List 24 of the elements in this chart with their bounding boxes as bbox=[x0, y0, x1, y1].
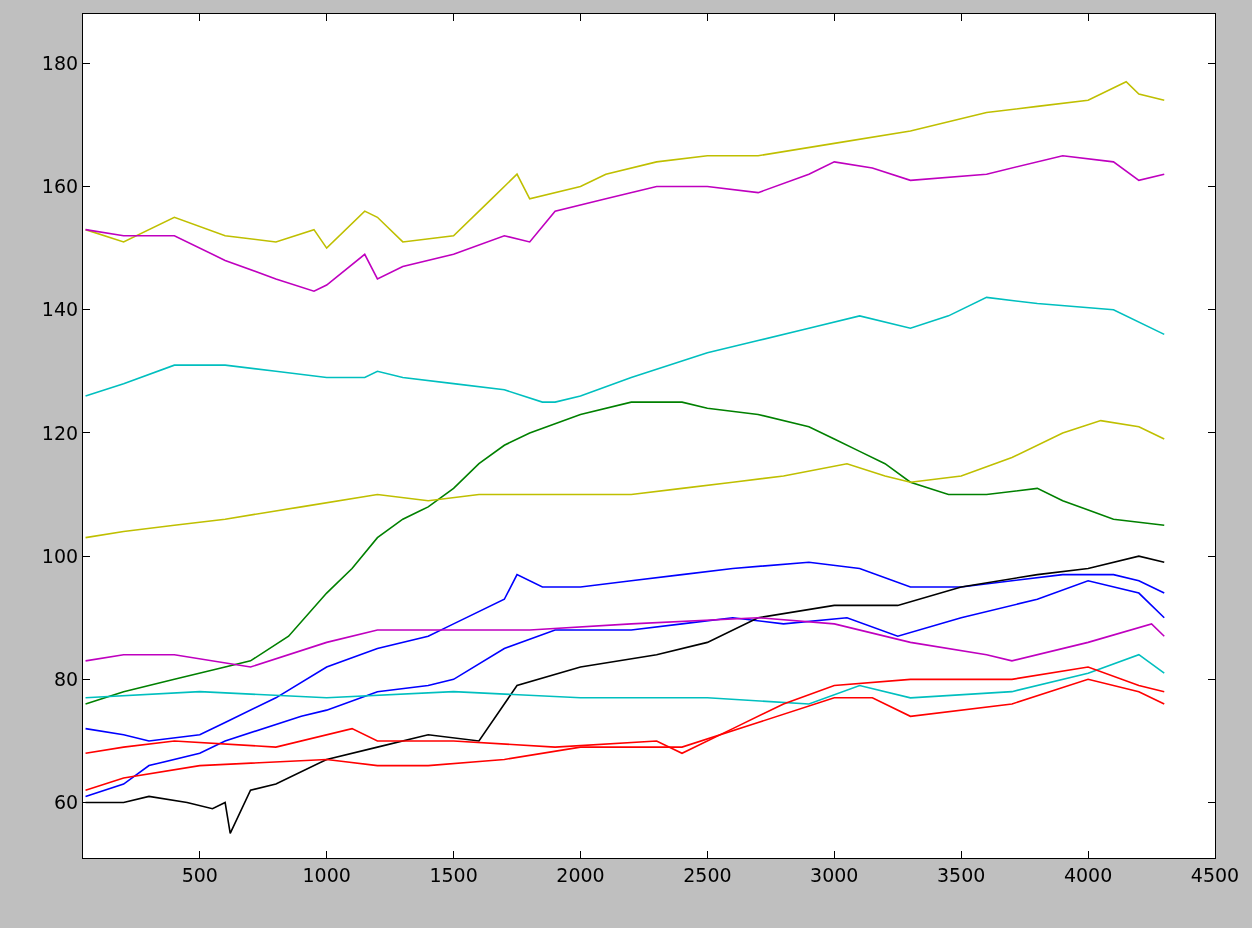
line-series bbox=[84, 579, 1166, 798]
line-series bbox=[84, 653, 1166, 705]
x-tick-label: 4000 bbox=[1063, 863, 1113, 886]
y-tick-label: 160 bbox=[41, 175, 79, 198]
x-tick-label: 2000 bbox=[556, 863, 605, 886]
line-series bbox=[84, 419, 1166, 539]
y-tick-label: 180 bbox=[41, 51, 79, 74]
x-tick-label: 2500 bbox=[683, 863, 732, 886]
y-tick-label: 80 bbox=[53, 667, 79, 690]
line-series bbox=[84, 561, 1166, 742]
y-tick-label: 60 bbox=[53, 791, 79, 814]
line-series bbox=[84, 296, 1166, 403]
x-tick-label: 1500 bbox=[429, 863, 478, 886]
y-tick-label: 120 bbox=[41, 421, 79, 444]
line-series bbox=[84, 401, 1166, 705]
x-tick-label: 3000 bbox=[810, 863, 859, 886]
line-series bbox=[84, 616, 1166, 668]
x-tick-label: 3500 bbox=[937, 863, 986, 886]
x-tick-label: 500 bbox=[181, 863, 218, 886]
y-tick-label: 100 bbox=[41, 544, 79, 567]
line-series bbox=[84, 154, 1166, 293]
x-tick-label: 1000 bbox=[302, 863, 351, 886]
y-tick-label: 140 bbox=[41, 298, 79, 321]
x-tick-label: 4500 bbox=[1190, 863, 1240, 886]
